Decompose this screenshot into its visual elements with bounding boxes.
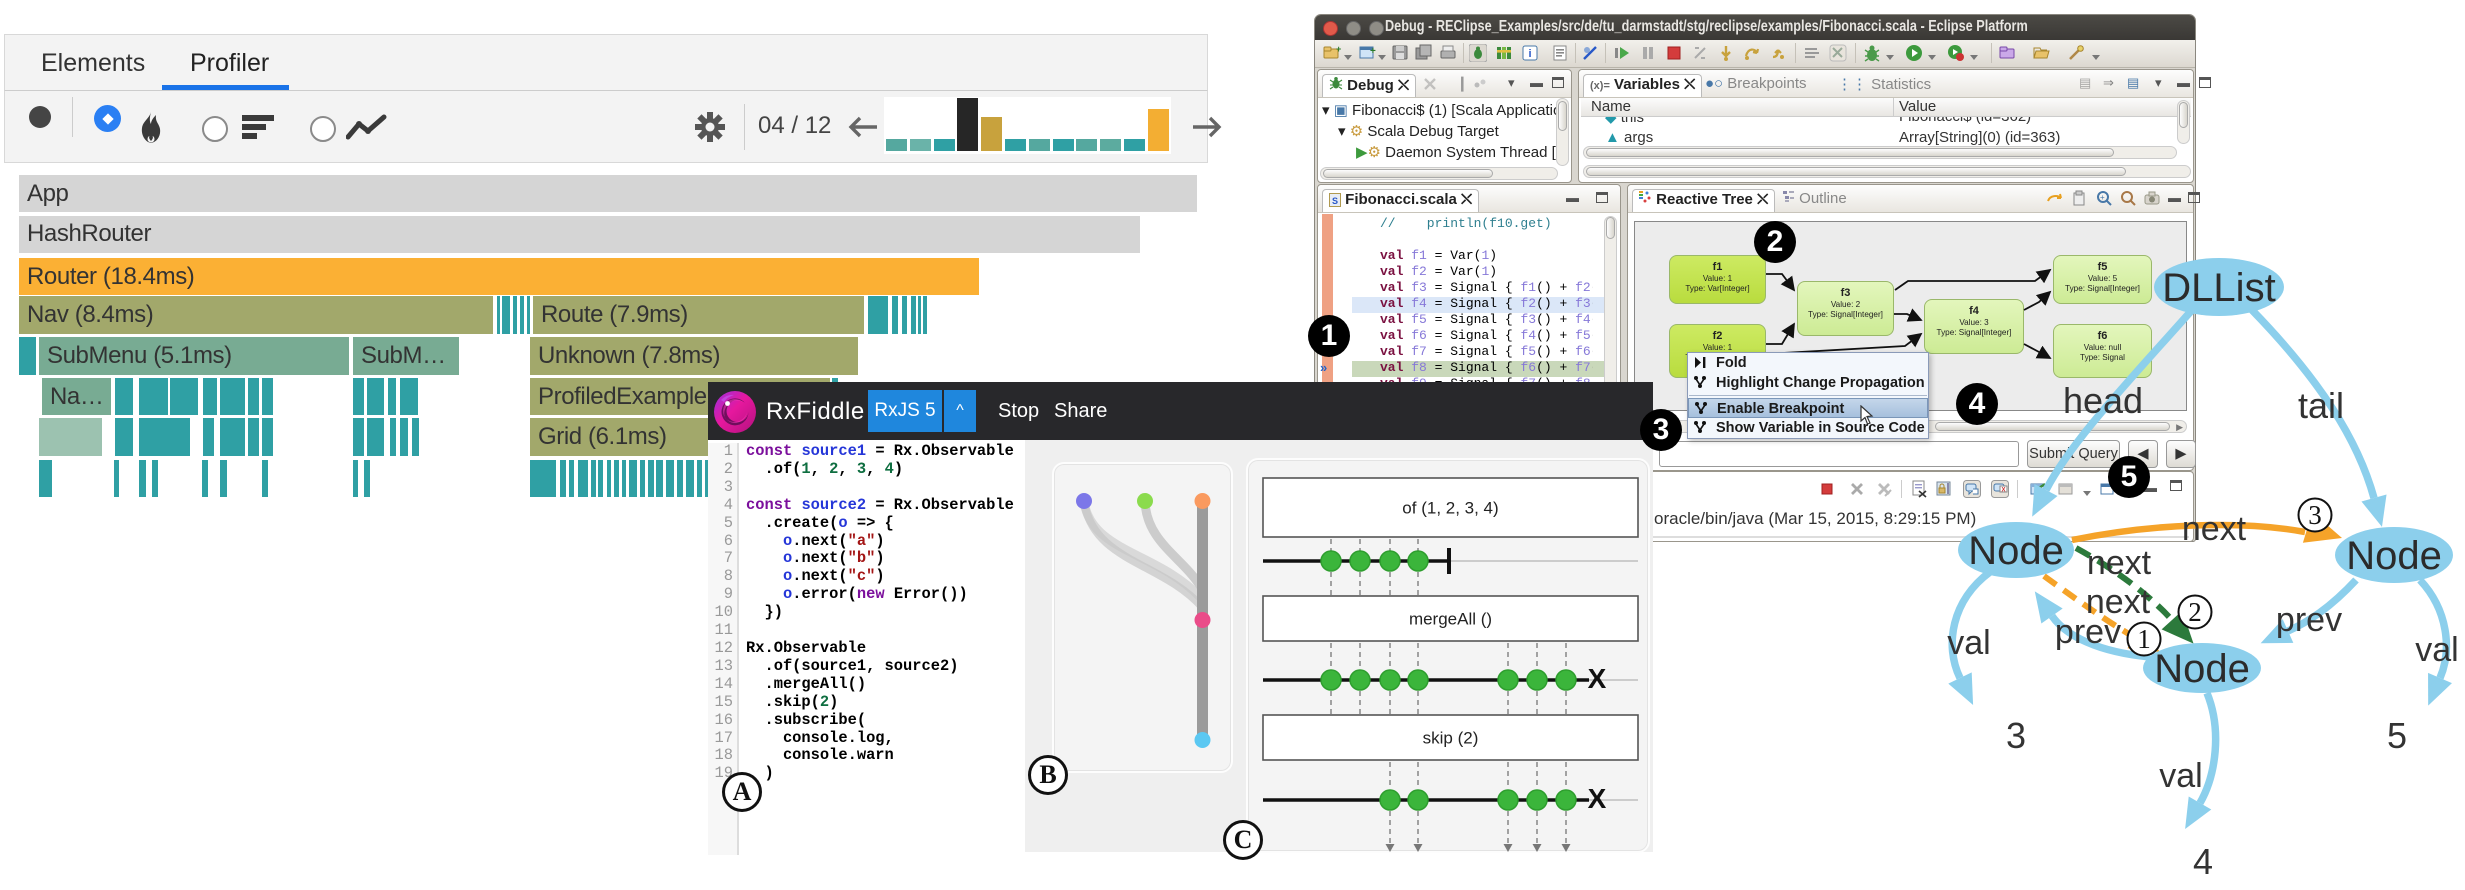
svg-text:next: next bbox=[2086, 583, 2151, 621]
svg-text:+: + bbox=[1370, 46, 1376, 57]
svg-text:X: X bbox=[2001, 488, 2005, 494]
svg-text:tail: tail bbox=[2298, 385, 2344, 426]
svg-text:Node: Node bbox=[2154, 647, 2250, 691]
svg-text:+: + bbox=[2100, 193, 2105, 202]
svg-text:next: next bbox=[2087, 544, 2152, 582]
svg-text:val: val bbox=[2415, 631, 2458, 669]
svg-text:X: X bbox=[1588, 783, 1607, 814]
svg-text:2: 2 bbox=[2188, 597, 2202, 627]
svg-text:next: next bbox=[2182, 510, 2247, 548]
svg-text:val: val bbox=[2159, 757, 2202, 795]
svg-text:+: + bbox=[1336, 44, 1341, 54]
svg-text:3: 3 bbox=[2006, 715, 2026, 756]
svg-text:Node: Node bbox=[2346, 534, 2442, 578]
svg-text:val: val bbox=[1947, 624, 1990, 662]
svg-text:1: 1 bbox=[2137, 624, 2151, 654]
svg-text:skip (2): skip (2) bbox=[1423, 729, 1479, 748]
svg-text:3: 3 bbox=[2308, 500, 2322, 530]
svg-text:of (1, 2, 3, 4): of (1, 2, 3, 4) bbox=[1402, 499, 1498, 518]
svg-text:4: 4 bbox=[2193, 841, 2213, 882]
svg-text:X: X bbox=[1588, 663, 1607, 694]
svg-text:mergeAll (): mergeAll () bbox=[1409, 610, 1492, 629]
svg-text:DLList: DLList bbox=[2162, 266, 2275, 310]
svg-text:prev: prev bbox=[2276, 601, 2342, 639]
svg-text:5: 5 bbox=[2387, 715, 2407, 756]
svg-text:Node: Node bbox=[1968, 529, 2064, 573]
svg-text:i: i bbox=[1528, 48, 1531, 60]
svg-text:prev: prev bbox=[2055, 613, 2121, 651]
svg-text:head: head bbox=[2063, 380, 2143, 421]
